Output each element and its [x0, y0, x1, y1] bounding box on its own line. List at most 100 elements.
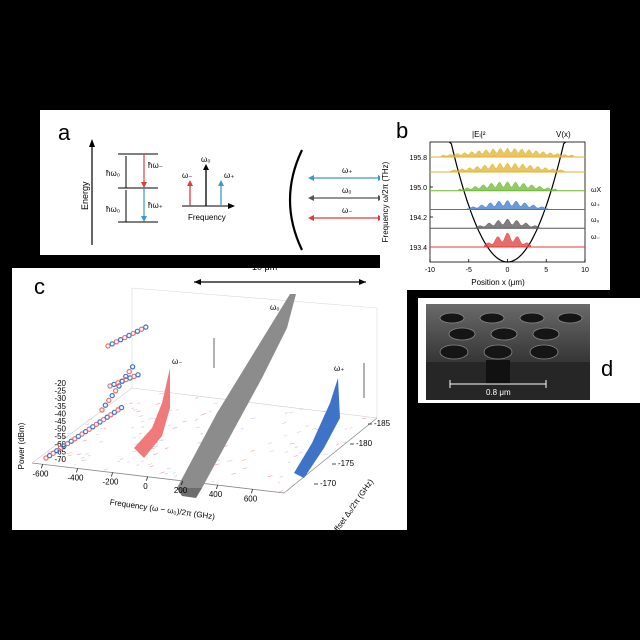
c-data-point-4 [57, 445, 64, 452]
floor-noise-mark [269, 450, 275, 452]
c-z-tick-label-8: -60 [54, 440, 66, 449]
floor-noise-mark [196, 426, 200, 429]
c-data-point-33 [109, 341, 115, 347]
c-data-point-18 [108, 412, 114, 418]
c-x-tick-3 [146, 476, 148, 481]
c-z-axis-label: Power (dBm) [17, 422, 26, 469]
line-label-plus: ω₊ [224, 171, 234, 180]
c-z-tick-label-0: -20 [54, 379, 66, 388]
b-mode-profile-2 [466, 200, 549, 210]
c-x-tick-label-2: -200 [102, 478, 119, 487]
mode-label-zero: ω₀ [342, 186, 352, 195]
floor-noise-mark [241, 427, 244, 430]
level-label-lower: ħω₀ [106, 205, 120, 214]
panel-label-d: d [601, 356, 614, 381]
floor-noise-mark [284, 490, 288, 493]
floor-noise-mark [164, 472, 168, 475]
c-data-point-10 [79, 431, 85, 437]
peak-minus-area [134, 368, 170, 458]
c-y-tick-label-1: -175 [338, 459, 355, 468]
c-z-tick-label-2: -30 [54, 394, 66, 403]
c-data-point-22 [99, 407, 105, 413]
sem-holes [426, 312, 590, 400]
b-y-tick-label-3: 195.8 [409, 155, 427, 162]
floor-noise-mark [61, 436, 67, 439]
peak-label-center: ω₀ [270, 303, 280, 312]
c-z-tick-label-10: -70 [54, 455, 66, 464]
b-x-tick-label-1: -5 [466, 267, 472, 274]
floor-noise-mark [133, 409, 139, 411]
b-y-tick-label-2: 195.0 [409, 185, 427, 192]
line-label-minus: ω₋ [182, 171, 192, 180]
floor-noise-mark [153, 445, 159, 448]
c-x-tick-4 [181, 480, 183, 486]
c-data-point-39 [134, 328, 141, 335]
floor-noise-mark [173, 475, 178, 477]
floor-noise-mark [294, 446, 299, 448]
floor-noise-mark [159, 472, 164, 474]
floor-noise-mark [200, 432, 204, 435]
c-x-tick-5 [216, 484, 218, 490]
floor-noise-mark [149, 465, 154, 467]
floor-noise-mark [159, 392, 164, 395]
floor-noise-mark [293, 455, 299, 457]
c-x-tick-label-4: 200 [174, 486, 188, 495]
floor-noise-mark [127, 461, 131, 463]
c-data-point-15 [97, 419, 103, 425]
floor-noise-mark [84, 453, 89, 455]
c-data-point-21 [118, 404, 125, 411]
b-y-tick-label-1: 194.2 [409, 215, 427, 222]
floor-noise-mark [279, 476, 284, 478]
c-data-point-27 [116, 383, 122, 389]
floor-noise-mark [159, 439, 165, 442]
right-label-minus: ω₋ [591, 234, 600, 241]
floor-noise-mark [68, 454, 73, 457]
floor-noise-mark [76, 453, 82, 455]
level-label-upper: ħω₀ [106, 169, 120, 178]
c-data-point-12 [86, 426, 92, 432]
floor-noise-mark [81, 457, 85, 459]
c-data-point-19 [111, 409, 118, 416]
floor-noise-mark [156, 403, 161, 405]
right-label-zero: ω₀ [591, 217, 599, 224]
floor-noise-mark [73, 464, 76, 466]
c-data-point-49 [135, 372, 141, 378]
b-y-axis-label: Frequency ω/2π (THz) [381, 161, 390, 242]
floor-noise-mark [182, 420, 187, 423]
c-data-point-2 [50, 450, 56, 456]
floor-noise-mark [362, 417, 367, 420]
floor-noise-mark [194, 419, 198, 421]
c-data-point-14 [93, 421, 100, 428]
c-x-tick-label-1: -400 [67, 473, 84, 482]
c-data-point-41 [143, 324, 149, 330]
floor-noise-mark [296, 431, 301, 433]
floor-noise-mark [172, 427, 178, 429]
c-data-point-8 [72, 436, 78, 442]
mode-label-plus: ω₊ [342, 166, 352, 175]
c-data-point-32 [105, 343, 111, 349]
c-z-tick-label-3: -35 [54, 402, 66, 411]
b-mode-profile-4 [449, 162, 566, 173]
floor-noise-mark [82, 439, 87, 442]
floor-noise-mark [117, 460, 120, 463]
c-y-tick-label-3: -185 [374, 419, 391, 428]
c-data-point-38 [130, 330, 136, 337]
floor-noise-mark [197, 441, 202, 444]
c-z-tick-label-6: -50 [54, 425, 66, 434]
c-data-point-1 [46, 452, 53, 459]
floor-noise-mark [344, 428, 348, 430]
floor-noise-mark [148, 417, 154, 420]
b-x-tick-label-4: 10 [581, 267, 589, 274]
c-data-point-6 [64, 440, 71, 447]
scale-bar-label: 10 μm [252, 262, 278, 272]
b-y-tick-label-0: 193.4 [409, 245, 427, 252]
b-mode-profile-5 [441, 147, 574, 158]
right-label-x: ωX [591, 187, 601, 194]
c-data-point-17 [104, 414, 110, 420]
left-bracket [288, 149, 303, 251]
panel-d: 0.8 μm d [418, 298, 640, 403]
c-data-point-34 [113, 339, 120, 345]
b-mode-profile-0 [483, 232, 532, 248]
c-x-axis-label: Frequency (ω − ω₀)/2π (GHz) [109, 498, 216, 522]
floor-noise-mark [311, 427, 316, 430]
